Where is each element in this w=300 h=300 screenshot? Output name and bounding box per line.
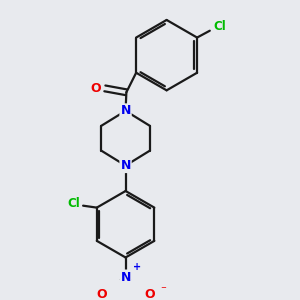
Text: O: O bbox=[97, 288, 107, 300]
Text: Cl: Cl bbox=[213, 20, 226, 33]
Text: ⁻: ⁻ bbox=[160, 285, 166, 295]
Text: N: N bbox=[120, 271, 131, 284]
Text: N: N bbox=[120, 159, 131, 172]
Text: +: + bbox=[134, 262, 142, 272]
Text: Cl: Cl bbox=[67, 197, 80, 210]
Text: O: O bbox=[145, 288, 155, 300]
Text: O: O bbox=[91, 82, 101, 95]
Text: N: N bbox=[120, 104, 131, 117]
